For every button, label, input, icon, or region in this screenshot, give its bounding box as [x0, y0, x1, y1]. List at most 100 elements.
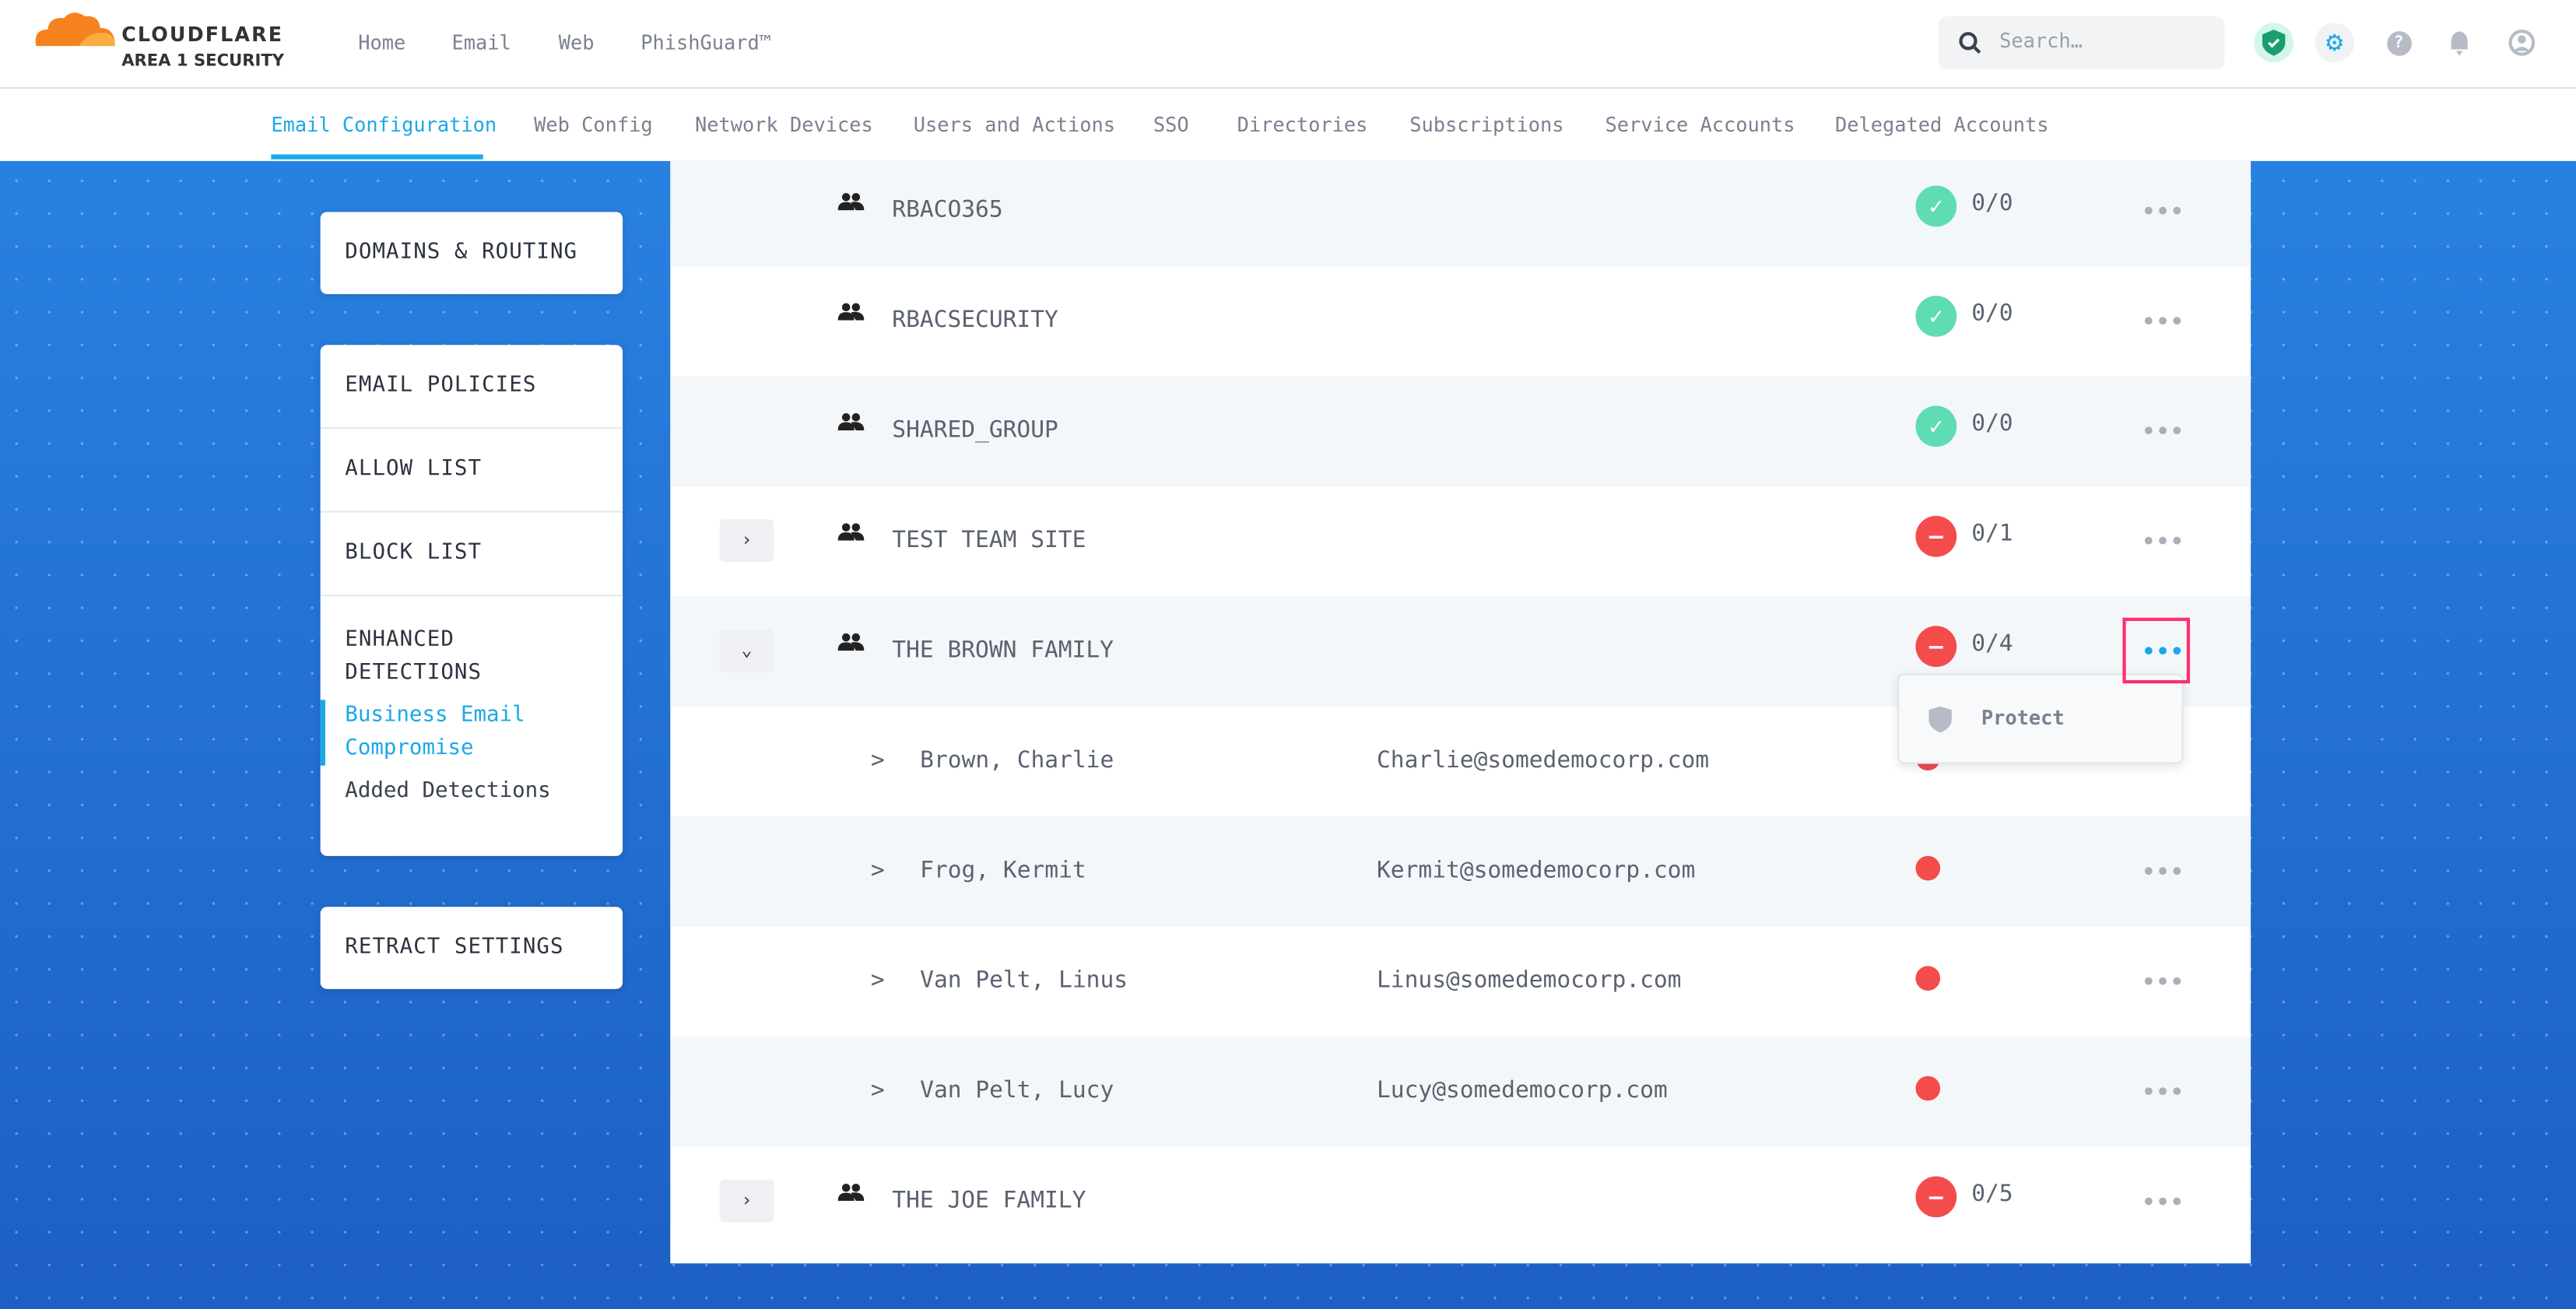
- chevron-right-icon: ›: [741, 1189, 753, 1211]
- user-icon[interactable]: [2502, 23, 2542, 63]
- status-dot: [1915, 855, 1941, 881]
- more-actions-icon[interactable]: •••: [2140, 966, 2185, 998]
- group-icon: [837, 633, 865, 651]
- group-name: THE JOE FAMILY: [892, 1188, 1086, 1215]
- member-name: Van Pelt, Lucy: [920, 1077, 1114, 1104]
- group-row[interactable]: RBACSECURITY ✓ 0/0 •••: [670, 266, 2251, 376]
- expand-member-icon[interactable]: >: [870, 857, 885, 884]
- tab-email-configuration[interactable]: Email Configuration: [271, 113, 497, 137]
- sidebar-item-block-list[interactable]: BLOCK LIST: [320, 513, 623, 597]
- top-header: CLOUDFLARE AREA 1 SECURITY Home Email We…: [0, 0, 2576, 89]
- collapse-button[interactable]: ⌄: [719, 629, 774, 672]
- more-actions-icon[interactable]: •••: [2140, 855, 2185, 887]
- protected-count: 0/0: [1971, 410, 2013, 437]
- member-row[interactable]: > Brown, Charlie Charlie@somedemocorp.co…: [670, 707, 2251, 816]
- sidebar-item-retract-settings[interactable]: RETRACT SETTINGS: [345, 935, 564, 960]
- member-name: Brown, Charlie: [920, 747, 1114, 774]
- status-dot: [1915, 966, 1941, 991]
- group-row[interactable]: › THE JOE FAMILY — 0/5 •••: [670, 1146, 2251, 1256]
- sidebar-item-domains-routing[interactable]: DOMAINS & ROUTING: [345, 240, 578, 265]
- group-name: THE BROWN FAMILY: [892, 637, 1114, 664]
- sidebar-card-policies: EMAIL POLICIES ALLOW LIST BLOCK LIST ENH…: [320, 345, 623, 856]
- minus-circle-icon: —: [1915, 515, 1957, 557]
- more-actions-icon[interactable]: •••: [2140, 416, 2185, 447]
- chevron-down-icon: ⌄: [741, 639, 753, 661]
- more-actions-icon[interactable]: •••: [2140, 525, 2185, 557]
- protected-count: 0/0: [1971, 300, 2013, 328]
- chevron-right-icon: ›: [741, 528, 753, 551]
- member-row[interactable]: > Van Pelt, Lucy Lucy@somedemocorp.com •…: [670, 1037, 2251, 1147]
- member-name: Van Pelt, Linus: [920, 967, 1128, 995]
- tab-directories[interactable]: Directories: [1237, 113, 1368, 137]
- config-tabs: Email Configuration Web Config Network D…: [0, 88, 2576, 161]
- nav-phishguard[interactable]: PhishGuard™: [640, 31, 772, 54]
- tab-network-devices[interactable]: Network Devices: [694, 113, 873, 137]
- tab-service-accounts[interactable]: Service Accounts: [1605, 113, 1795, 137]
- sidebar-subitem-added-detections[interactable]: Added Detections: [345, 778, 551, 804]
- member-email: Charlie@somedemocorp.com: [1377, 747, 1710, 774]
- check-circle-icon: ✓: [1915, 295, 1957, 337]
- more-actions-icon[interactable]: •••: [2140, 305, 2185, 337]
- group-icon: [837, 523, 865, 541]
- protected-count: 0/1: [1971, 521, 2013, 547]
- tab-users-and-actions[interactable]: Users and Actions: [913, 113, 1116, 137]
- search-input[interactable]: Search…: [1938, 16, 2225, 69]
- group-name: TEST TEAM SITE: [892, 527, 1086, 554]
- expand-member-icon[interactable]: >: [870, 1077, 885, 1104]
- group-icon: [837, 1183, 865, 1202]
- bell-icon[interactable]: [2440, 23, 2479, 63]
- protected-count: 0/0: [1971, 190, 2013, 217]
- active-tab-indicator: [271, 154, 483, 160]
- row-actions-menu: Protect: [1897, 673, 2184, 764]
- group-name: SHARED_GROUP: [892, 417, 1058, 444]
- minus-circle-icon: —: [1915, 626, 1957, 668]
- tab-delegated-accounts[interactable]: Delegated Accounts: [1834, 113, 2049, 137]
- highlight-box: [2122, 617, 2190, 684]
- member-name: Frog, Kermit: [920, 857, 1086, 884]
- menu-item-protect[interactable]: Protect: [1899, 676, 2181, 763]
- more-actions-icon[interactable]: •••: [2140, 635, 2185, 668]
- more-actions-icon[interactable]: •••: [2140, 195, 2185, 227]
- check-circle-icon: ✓: [1915, 405, 1957, 447]
- nav-web[interactable]: Web: [558, 31, 595, 54]
- check-circle-icon: ✓: [1915, 185, 1957, 227]
- logo: CLOUDFLARE AREA 1 SECURITY: [33, 9, 284, 71]
- member-row[interactable]: > Frog, Kermit Kermit@somedemocorp.com •…: [670, 816, 2251, 927]
- tab-sso[interactable]: SSO: [1153, 113, 1189, 137]
- group-icon: [837, 412, 865, 431]
- shield-check-icon[interactable]: [2254, 23, 2293, 63]
- sidebar-card-domains: DOMAINS & ROUTING: [320, 212, 623, 294]
- sidebar-item-email-policies[interactable]: EMAIL POLICIES: [320, 345, 623, 429]
- search-icon: [1959, 32, 1981, 54]
- sidebar-item-enhanced-detections[interactable]: ENHANCED DETECTIONS: [345, 627, 483, 686]
- tab-web-config[interactable]: Web Config: [534, 113, 653, 137]
- nav-home[interactable]: Home: [358, 31, 406, 54]
- group-row[interactable]: SHARED_GROUP ✓ 0/0 •••: [670, 376, 2251, 486]
- sidebar-item-allow-list[interactable]: ALLOW LIST: [320, 429, 623, 513]
- more-actions-icon[interactable]: •••: [2140, 1076, 2185, 1107]
- cloud-logo-icon: [35, 12, 115, 47]
- search-placeholder: Search…: [1999, 29, 2083, 53]
- gear-icon[interactable]: ⚙: [2315, 23, 2355, 63]
- group-row[interactable]: › TEST TEAM SITE — 0/1 •••: [670, 486, 2251, 596]
- more-actions-icon[interactable]: •••: [2140, 1186, 2185, 1218]
- status-dot: [1915, 1076, 1941, 1101]
- member-email: Lucy@somedemocorp.com: [1377, 1077, 1668, 1104]
- help-icon[interactable]: ?: [2379, 23, 2419, 63]
- brand-name: CLOUDFLARE: [121, 23, 284, 47]
- expand-member-icon[interactable]: >: [870, 747, 885, 774]
- minus-circle-icon: —: [1915, 1176, 1957, 1218]
- group-row[interactable]: RBACO365 ✓ 0/0 •••: [670, 160, 2251, 266]
- brand-sub: AREA 1 SECURITY: [121, 52, 285, 71]
- shield-icon: [1928, 706, 1952, 733]
- expand-button[interactable]: ›: [719, 519, 774, 562]
- sidebar-subitem-bec[interactable]: Business Email Compromise: [320, 700, 623, 766]
- tab-subscriptions[interactable]: Subscriptions: [1409, 113, 1564, 137]
- member-row[interactable]: > Van Pelt, Linus Linus@somedemocorp.com…: [670, 927, 2251, 1037]
- group-name: RBACO365: [892, 197, 1003, 224]
- expand-member-icon[interactable]: >: [870, 967, 885, 995]
- nav-email[interactable]: Email: [451, 31, 511, 54]
- group-icon: [837, 303, 865, 321]
- expand-button[interactable]: ›: [719, 1179, 774, 1223]
